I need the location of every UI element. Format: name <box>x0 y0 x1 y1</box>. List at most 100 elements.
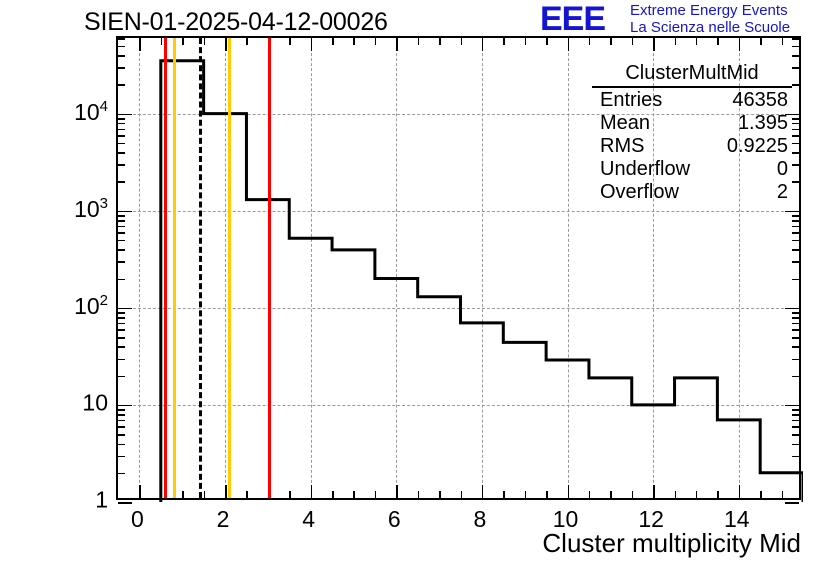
gridline-horizontal <box>118 404 799 406</box>
axis-tick <box>332 491 334 498</box>
x-tick-label: 0 <box>131 506 144 532</box>
axis-tick <box>118 38 125 40</box>
axis-tick <box>792 152 799 154</box>
axis-tick <box>118 164 125 166</box>
axis-tick <box>203 38 206 45</box>
gridline-vertical <box>567 38 569 498</box>
axis-tick <box>524 491 527 498</box>
y-tick-label: 1 <box>95 486 108 513</box>
axis-tick <box>781 491 784 498</box>
eee-logo-line1: Extreme Energy Events <box>630 2 788 19</box>
axis-tick <box>567 485 570 498</box>
axis-tick <box>396 38 398 51</box>
axis-tick <box>118 261 125 263</box>
axis-tick <box>792 225 799 228</box>
stats-row: RMS 0.9225 <box>592 135 792 158</box>
axis-tick <box>792 312 799 314</box>
stats-row: Overflow 2 <box>592 181 792 204</box>
axis-tick <box>738 485 741 498</box>
axis-tick <box>118 113 132 116</box>
axis-tick <box>792 329 799 331</box>
axis-tick <box>353 38 355 45</box>
marker-line-red-right <box>267 38 271 498</box>
axis-tick <box>524 38 527 45</box>
axis-tick <box>118 419 125 422</box>
axis-tick <box>118 232 125 234</box>
axis-tick <box>118 210 132 213</box>
axis-tick <box>118 278 125 281</box>
axis-tick <box>118 225 125 228</box>
axis-tick <box>785 404 799 407</box>
stats-box: ClusterMultMid Entries 46358 Mean 1.395 RMS 0… <box>592 62 792 204</box>
axis-tick <box>781 38 784 45</box>
gridline-vertical <box>653 38 655 498</box>
page-title: SIEN-01-2025-04-12-00026 <box>84 8 388 36</box>
axis-tick <box>792 455 799 458</box>
x-tick-label: 10 <box>552 506 579 532</box>
axis-tick <box>118 45 125 48</box>
axis-tick <box>118 181 125 183</box>
axis-tick <box>118 249 125 251</box>
axis-tick <box>353 491 355 498</box>
axis-tick <box>118 135 125 137</box>
axis-tick <box>118 55 125 57</box>
stats-value: 1.395 <box>737 112 788 134</box>
axis-tick <box>792 426 799 428</box>
stats-rows: Entries 46358 Mean 1.395 RMS 0.9225 Underflow 0… <box>592 89 792 204</box>
x-tick-label: 12 <box>638 506 664 532</box>
y-tick-label: 10 <box>82 389 108 416</box>
x-tick-label: 6 <box>387 506 401 532</box>
marker-line-black-dashed-mean <box>199 38 203 498</box>
axis-tick <box>118 84 125 86</box>
axis-tick <box>792 278 799 281</box>
stats-key: Mean <box>600 112 651 134</box>
axis-tick <box>588 38 591 45</box>
axis-tick <box>695 491 698 498</box>
axis-tick <box>118 455 125 458</box>
axis-tick <box>289 38 291 45</box>
axis-tick <box>503 491 505 498</box>
axis-tick <box>674 491 677 498</box>
axis-tick <box>118 322 125 325</box>
axis-tick <box>118 502 132 504</box>
axis-tick <box>118 128 125 131</box>
stats-title: ClusterMultMid <box>592 62 792 88</box>
axis-tick <box>118 358 125 361</box>
axis-tick <box>546 38 548 45</box>
axis-tick <box>792 128 799 131</box>
stats-key: Underflow <box>600 158 691 180</box>
axis-tick <box>792 409 799 411</box>
axis-tick <box>118 409 125 411</box>
axis-tick <box>182 491 184 498</box>
axis-tick <box>225 485 227 498</box>
axis-tick <box>792 164 799 166</box>
axis-tick <box>374 491 377 498</box>
axis-tick <box>792 215 799 217</box>
axis-tick <box>760 38 762 45</box>
axis-tick <box>310 38 313 51</box>
x-tick-label: 14 <box>723 506 750 532</box>
axis-tick <box>792 142 799 145</box>
gridline-horizontal <box>118 210 799 212</box>
x-axis-title: Cluster multiplicity Mid <box>542 528 801 558</box>
axis-tick <box>118 414 125 416</box>
axis-tick <box>785 210 799 213</box>
axis-tick <box>417 491 420 498</box>
gridline-horizontal <box>118 113 799 115</box>
axis-tick <box>118 317 125 319</box>
plot-frame <box>116 36 803 504</box>
axis-tick <box>310 485 313 498</box>
eee-logo-mark: EEE <box>540 0 606 38</box>
axis-tick <box>792 322 799 325</box>
axis-tick <box>792 67 799 69</box>
axis-tick <box>792 55 799 57</box>
marker-line-orange-left <box>172 38 176 498</box>
axis-tick <box>225 38 227 51</box>
axis-tick <box>439 38 441 45</box>
axis-tick <box>481 38 484 51</box>
axis-tick <box>503 38 505 45</box>
axis-tick <box>588 491 591 498</box>
axis-tick <box>792 220 799 222</box>
axis-tick <box>118 118 125 120</box>
axis-tick <box>738 38 741 51</box>
